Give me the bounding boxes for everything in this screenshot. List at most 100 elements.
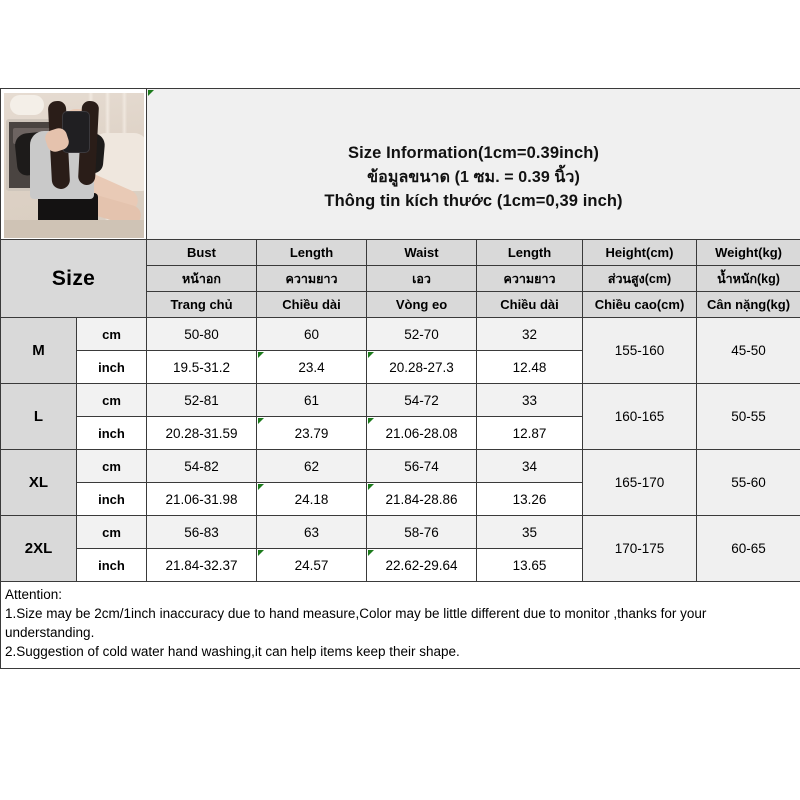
header-length-top-en: Length — [256, 239, 367, 266]
cell-length-bottom-cm: 32 — [476, 317, 583, 351]
size-chart: Size Information(1cm=0.39inch) ข้อมูลขนา… — [0, 88, 800, 669]
row-size-xl: XL — [0, 449, 77, 516]
cell-value: 22.62-29.64 — [385, 557, 458, 573]
attention-heading: Attention: — [5, 587, 63, 602]
cell-length-top-inch: 23.79 — [256, 416, 367, 450]
cell-waist-inch: 21.06-28.08 — [366, 416, 477, 450]
header-weight-en: Weight(kg) — [695, 239, 800, 266]
table-row: M cm 50-80 60 52-70 32 155-160 45-50 — [0, 317, 800, 384]
cell-value: 21.06-28.08 — [385, 425, 458, 441]
table-row: inch 21.84-32.37 24.57 22.62-29.64 13.65 — [1, 548, 800, 582]
cell-waist-inch: 22.62-29.64 — [366, 548, 477, 582]
cell-length-bottom-cm: 35 — [476, 515, 583, 549]
cell-length-top-cm: 60 — [256, 317, 367, 351]
row-unit-inch: inch — [76, 350, 147, 384]
table-row: inch 19.5-31.2 23.4 20.28-27.3 12.48 — [1, 350, 800, 384]
banner-row: Size Information(1cm=0.39inch) ข้อมูลขนา… — [0, 88, 800, 240]
cell-bust-cm: 54-82 — [146, 449, 257, 483]
row-size-l: L — [0, 383, 77, 450]
cell-length-top-cm: 61 — [256, 383, 367, 417]
cell-value: 23.79 — [294, 425, 329, 441]
row-unit-cm: cm — [76, 449, 147, 483]
cell-waist-cm: 58-76 — [366, 515, 477, 549]
cell-length-top-inch: 23.4 — [256, 350, 367, 384]
cell-length-bottom-inch: 12.48 — [476, 350, 583, 384]
cell-weight: 60-65 — [695, 515, 800, 582]
cell-weight: 55-60 — [695, 449, 800, 516]
photo-floor — [3, 220, 144, 238]
cell-length-bottom-cm: 33 — [476, 383, 583, 417]
header-height-vi: Chiều cao(cm) — [582, 291, 697, 318]
header-weight-vi: Cân nặng(kg) — [695, 291, 800, 318]
header-height-en: Height(cm) — [582, 239, 697, 266]
green-flag-icon — [368, 352, 374, 358]
table-row: inch 20.28-31.59 23.79 21.06-28.08 12.87 — [1, 416, 800, 450]
size-information-table: Size Information(1cm=0.39inch) ข้อมูลขนา… — [0, 88, 800, 669]
green-flag-icon — [148, 90, 154, 96]
header-length-bottom-th: ความยาว — [476, 265, 583, 292]
photo-cushion — [9, 95, 44, 115]
row-size-m: M — [0, 317, 77, 384]
cell-height: 165-170 — [582, 449, 697, 516]
model-photo-cell — [0, 88, 147, 240]
cell-length-top-inch: 24.18 — [256, 482, 367, 516]
table-row: inch 21.06-31.98 24.18 21.84-28.86 13.26 — [1, 482, 800, 516]
size-label-cell: Size — [0, 239, 147, 318]
header-row-thai: หน้าอก ความยาว เอว ความยาว ส่วนสูง(cm) น… — [1, 265, 800, 292]
cell-bust-cm: 52-81 — [146, 383, 257, 417]
cell-height: 155-160 — [582, 317, 697, 384]
model-photo — [3, 93, 144, 238]
row-unit-cm: cm — [76, 515, 147, 549]
cell-value: 23.4 — [298, 359, 325, 375]
cell-bust-inch: 19.5-31.2 — [146, 350, 257, 384]
cell-length-top-inch: 24.57 — [256, 548, 367, 582]
cell-waist-cm: 54-72 — [366, 383, 477, 417]
header-weight-th: น้ำหนัก(kg) — [695, 265, 800, 292]
cell-bust-inch: 21.84-32.37 — [146, 548, 257, 582]
cell-length-top-cm: 63 — [256, 515, 367, 549]
cell-value: 24.57 — [294, 557, 329, 573]
cell-value: 21.84-28.86 — [385, 491, 458, 507]
header-waist-th: เอว — [366, 265, 477, 292]
cell-height: 160-165 — [582, 383, 697, 450]
cell-bust-inch: 20.28-31.59 — [146, 416, 257, 450]
header-row-english: Size Bust Length Waist Length Height(cm)… — [0, 239, 800, 318]
green-flag-icon — [258, 550, 264, 556]
cell-weight: 50-55 — [695, 383, 800, 450]
attention-line-1: 1.Size may be 2cm/1inch inaccuracy due t… — [5, 606, 707, 641]
cell-waist-inch: 21.84-28.86 — [366, 482, 477, 516]
cell-length-top-cm: 62 — [256, 449, 367, 483]
cell-waist-cm: 52-70 — [366, 317, 477, 351]
green-flag-icon — [258, 418, 264, 424]
row-unit-inch: inch — [76, 482, 147, 516]
header-length-top-th: ความยาว — [256, 265, 367, 292]
row-unit-cm: cm — [76, 317, 147, 351]
cell-value: 24.18 — [294, 491, 329, 507]
cell-length-bottom-cm: 34 — [476, 449, 583, 483]
green-flag-icon — [368, 484, 374, 490]
title-banner-cell: Size Information(1cm=0.39inch) ข้อมูลขนา… — [145, 88, 800, 240]
green-flag-icon — [368, 550, 374, 556]
row-unit-inch: inch — [76, 416, 147, 450]
cell-length-bottom-inch: 13.65 — [476, 548, 583, 582]
header-bust-th: หน้าอก — [146, 265, 257, 292]
row-unit-inch: inch — [76, 548, 147, 582]
header-waist-vi: Vòng eo — [366, 291, 477, 318]
table-row: L cm 52-81 61 54-72 33 160-165 50-55 — [0, 383, 800, 450]
table-row: 2XL cm 56-83 63 58-76 35 170-175 60-65 — [0, 515, 800, 582]
header-length-bottom-en: Length — [476, 239, 583, 266]
cell-bust-inch: 21.06-31.98 — [146, 482, 257, 516]
attention-line-2: 2.Suggestion of cold water hand washing,… — [5, 644, 460, 660]
cell-bust-cm: 56-83 — [146, 515, 257, 549]
title-vietnamese: Thông tin kích thước (1cm=0,39 inch) — [324, 191, 623, 210]
header-length-bottom-vi: Chiều dài — [476, 291, 583, 318]
cell-length-bottom-inch: 13.26 — [476, 482, 583, 516]
attention-row: Attention: 1.Size may be 2cm/1inch inacc… — [0, 581, 800, 669]
row-size-2xl: 2XL — [0, 515, 77, 582]
cell-height: 170-175 — [582, 515, 697, 582]
title-english: Size Information(1cm=0.39inch) — [348, 144, 600, 163]
cell-value: 20.28-27.3 — [389, 359, 454, 375]
table-row: XL cm 54-82 62 56-74 34 165-170 55-60 — [0, 449, 800, 516]
cell-weight: 45-50 — [695, 317, 800, 384]
cell-length-bottom-inch: 12.87 — [476, 416, 583, 450]
